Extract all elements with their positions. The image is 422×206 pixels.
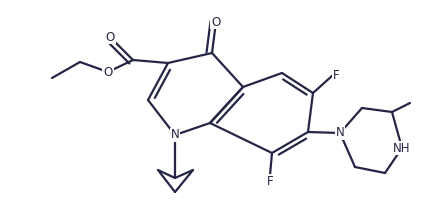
Text: N: N — [170, 129, 179, 142]
Text: O: O — [211, 15, 221, 28]
Text: N: N — [335, 126, 344, 139]
Text: NH: NH — [393, 142, 411, 154]
Text: O: O — [106, 30, 115, 43]
Text: F: F — [267, 175, 273, 188]
Text: F: F — [333, 69, 340, 82]
Text: O: O — [103, 66, 113, 78]
